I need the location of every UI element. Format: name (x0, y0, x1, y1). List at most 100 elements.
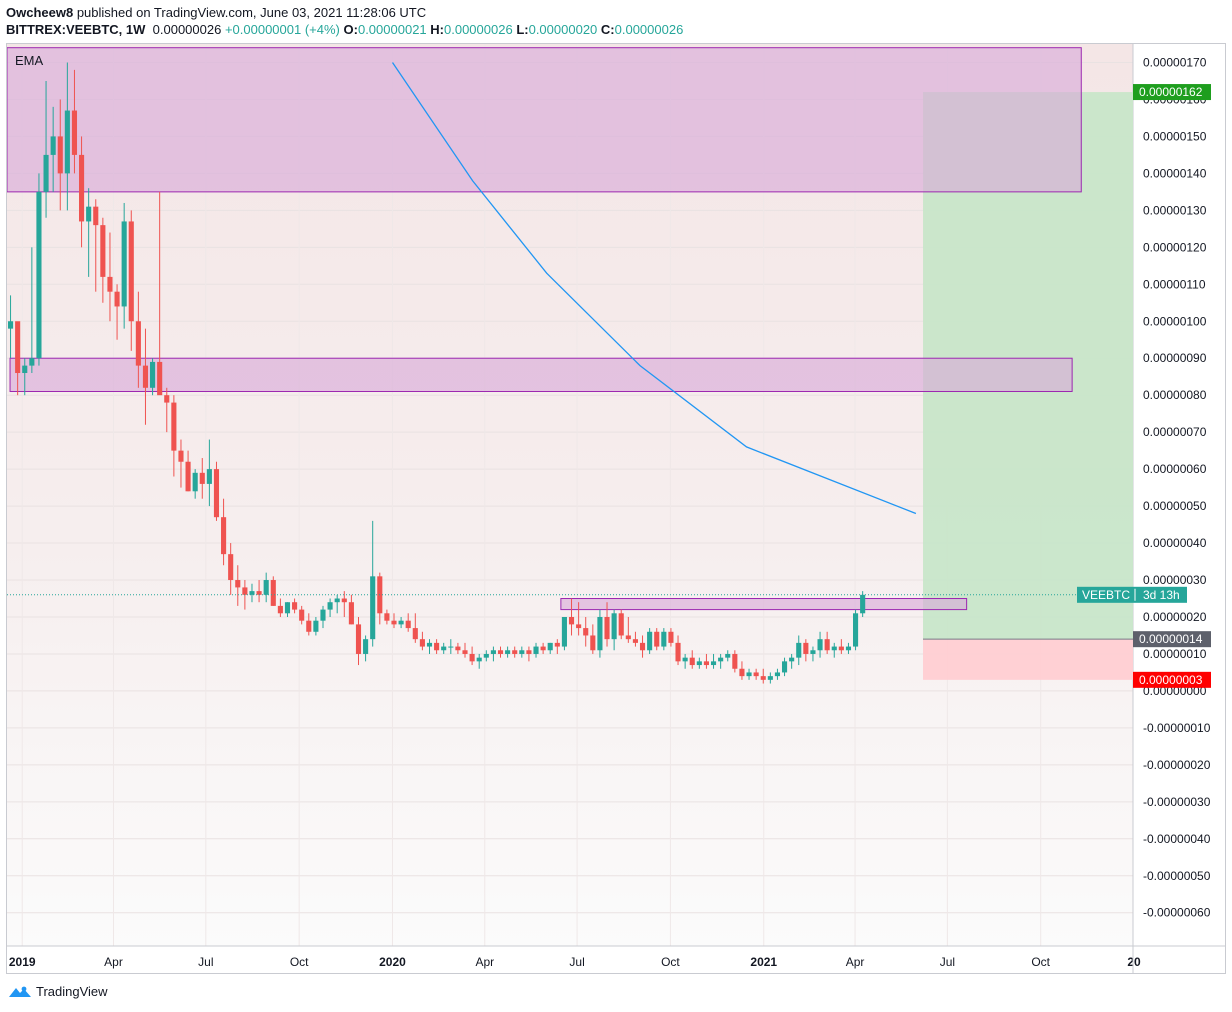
candle-body (391, 620, 397, 625)
symbol-label: BITTREX:VEEBTC, 1W (6, 22, 146, 37)
entry-price-badge (1133, 631, 1211, 648)
candle-body (583, 628, 589, 636)
x-tick-label: 2021 (750, 955, 777, 969)
x-tick-label: 20 (1127, 955, 1141, 969)
candle-body (718, 657, 724, 662)
candle-body (668, 631, 674, 643)
middle-zone (9, 357, 1073, 392)
candle-body (625, 635, 631, 640)
candle-body (284, 602, 291, 614)
candle-body (15, 321, 21, 374)
candle-body (732, 653, 738, 669)
candle-body (774, 672, 781, 677)
candle-body (426, 642, 433, 647)
y-tick-label: -0.00000010 (1143, 721, 1211, 735)
x-tick-label: Apr (104, 955, 123, 969)
x-tick-label: Apr (475, 955, 494, 969)
candle-body (469, 653, 475, 662)
x-tick-label: 2020 (379, 955, 406, 969)
candle-body (7, 321, 14, 329)
y-tick-label: 0.00000120 (1143, 240, 1207, 254)
candle-body (448, 646, 454, 648)
y-tick-label: -0.00000020 (1143, 758, 1211, 772)
candle-body (838, 646, 844, 651)
candle-body (114, 291, 120, 307)
footer: TradingView (8, 984, 108, 999)
symbol-badge (1077, 586, 1187, 603)
candle-body (79, 154, 85, 222)
candle-body (441, 646, 447, 651)
candle-body (320, 609, 326, 621)
candle-body (618, 613, 624, 636)
y-tick-label: 0.00000060 (1143, 462, 1207, 476)
stop-price-badge-label: 0.00000003 (1139, 673, 1203, 687)
candle-body (213, 469, 220, 518)
candle-body (760, 676, 766, 680)
candle-body (263, 580, 269, 595)
candle-body (36, 191, 42, 359)
ema-legend-label: EMA (15, 53, 44, 68)
candle-body (746, 672, 752, 677)
publish-info: published on TradingView.com, June 03, 2… (76, 5, 427, 20)
candle-body (228, 554, 234, 581)
candle-body (242, 587, 248, 595)
candle-body (611, 613, 617, 640)
candle-body (50, 136, 56, 155)
candle-body (689, 657, 695, 666)
candle-body (703, 661, 709, 666)
y-tick-label: 0.00000100 (1143, 314, 1207, 328)
open-value: 0.00000021 (357, 22, 427, 37)
candle-body (206, 469, 212, 484)
y-tick-label: 0.00000050 (1143, 499, 1207, 513)
tradingview-brand[interactable]: TradingView (36, 984, 108, 999)
candle-body (171, 402, 177, 451)
candle-body (121, 221, 127, 307)
candle-body (235, 580, 241, 588)
y-tick-label: 0.00000140 (1143, 166, 1207, 180)
candle-body (150, 361, 156, 388)
candle-body (292, 602, 298, 610)
target-price-badge-label: 0.00000162 (1139, 85, 1203, 99)
y-tick-label: 0.00000130 (1143, 203, 1207, 217)
candle-body (135, 321, 141, 366)
last-price: 0.00000026 (152, 22, 222, 37)
candle-body (348, 602, 354, 625)
stop-price-badge (1133, 671, 1211, 688)
target-price-badge (1133, 84, 1211, 101)
y-tick-label: 0.00000070 (1143, 425, 1207, 439)
entry-price-badge-label: 0.00000014 (1139, 632, 1203, 646)
candle-body (817, 639, 823, 651)
candle-body (845, 646, 852, 651)
candle-body (590, 635, 596, 651)
candle-body (604, 616, 610, 640)
x-tick-label: Oct (1031, 955, 1050, 969)
candle-body (831, 646, 837, 651)
candle-body (142, 365, 149, 388)
candle-body (100, 225, 106, 277)
x-tick-label: Jul (569, 955, 584, 969)
candle-body (299, 609, 305, 621)
candle-body (405, 620, 411, 629)
candle-body (767, 676, 773, 680)
candle-body (462, 650, 468, 654)
candle-body (576, 624, 582, 629)
y-tick-label: 0.00000110 (1143, 277, 1206, 291)
author-name[interactable]: Owcheew8 (6, 5, 74, 20)
ema-line (391, 62, 917, 515)
candle-body (824, 639, 830, 651)
y-tick-label: 0.00000010 (1143, 647, 1207, 661)
candle-body (796, 642, 802, 658)
x-tick-label: Apr (846, 955, 865, 969)
candle-body (725, 653, 731, 658)
y-tick-label: 0.00000030 (1143, 573, 1207, 587)
candle-body (561, 616, 567, 647)
candle-body (128, 221, 134, 322)
candle-body (355, 624, 362, 654)
candle-body (476, 657, 482, 662)
candle-body (696, 661, 702, 666)
candle-body (107, 276, 113, 292)
candle-body (157, 361, 163, 396)
candle-body (249, 591, 255, 595)
candle-body (568, 616, 575, 625)
